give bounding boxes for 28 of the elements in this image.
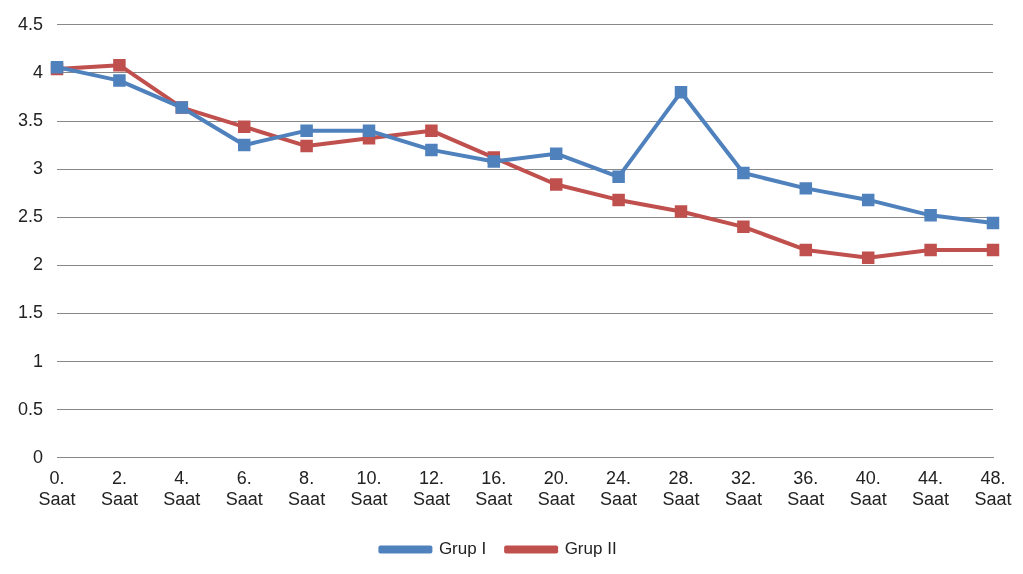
y-tick-label: 1 xyxy=(33,350,44,371)
legend-label: Grup II xyxy=(564,539,617,559)
x-tick-label: 44. Saat xyxy=(912,467,950,510)
y-tick-label: 0 xyxy=(33,446,44,467)
x-tick-label: 20. Saat xyxy=(537,467,575,510)
y-tick-label: 1.5 xyxy=(17,302,44,323)
y-tick-label: 2 xyxy=(33,254,44,275)
legend-label: Grup I xyxy=(438,539,487,559)
x-tick-label: 16. Saat xyxy=(475,467,513,510)
x-tick-label: 48. Saat xyxy=(974,467,1012,510)
y-tick-label: 3.5 xyxy=(17,109,44,130)
y-tick-label: 2.5 xyxy=(17,206,44,227)
x-tick-label: 2. Saat xyxy=(100,467,138,510)
x-tick-label: 36. Saat xyxy=(787,467,825,510)
x-tick-label: 28. Saat xyxy=(662,467,700,510)
y-tick-label: 0.5 xyxy=(17,398,44,419)
x-tick-label: 10. Saat xyxy=(350,467,388,510)
y-tick-label: 3 xyxy=(33,158,44,179)
x-tick-label: 12. Saat xyxy=(412,467,450,510)
x-tick-label: 32. Saat xyxy=(724,467,762,510)
x-tick-label: 6. Saat xyxy=(225,467,263,510)
x-tick-label: 0. Saat xyxy=(38,467,76,510)
y-tick-label: 4 xyxy=(33,61,44,82)
y-tick-label: 4.5 xyxy=(17,13,44,34)
x-tick-label: 4. Saat xyxy=(163,467,201,510)
x-tick-label: 24. Saat xyxy=(600,467,638,510)
x-tick-label: 8. Saat xyxy=(288,467,326,510)
x-tick-label: 40. Saat xyxy=(849,467,887,510)
